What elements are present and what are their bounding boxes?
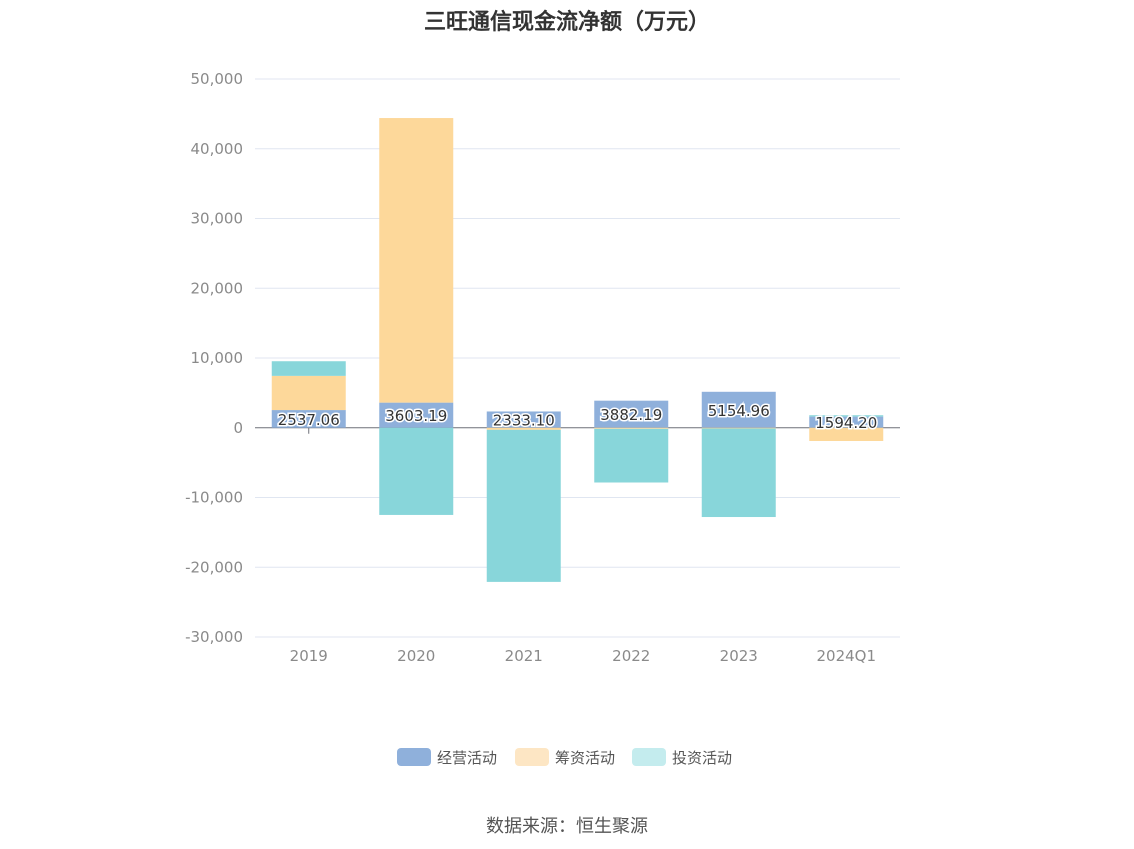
bar-1-2024Q1[interactable] [809, 427, 884, 442]
bar-2-2019[interactable] [271, 361, 346, 376]
y-axis-tick-labels: 50,000 40,000 30,000 20,000 10,000 0 -10,000 -2… [185, 70, 243, 646]
legend-swatch [397, 748, 431, 766]
bar-2-2021[interactable] [486, 429, 561, 582]
bar-2-2024Q1[interactable] [809, 415, 884, 417]
data-label: 1594.20 [815, 414, 877, 432]
bars [271, 118, 884, 582]
data-label: 3603.19 [385, 407, 447, 425]
data-label: 5154.96 [708, 402, 770, 420]
data-label: 3882.19 [600, 406, 662, 424]
x-tick-label: 2023 [720, 647, 758, 665]
legend-label: 经营活动 [437, 748, 498, 767]
y-tick-label: -20,000 [185, 558, 243, 576]
bar-1-2022[interactable] [594, 427, 669, 429]
x-tick-label: 2019 [290, 647, 328, 665]
legend-label: 投资活动 [672, 748, 733, 767]
legend-item-operating[interactable]: 经营活动 [397, 746, 497, 768]
bar-0-2019[interactable] [271, 410, 346, 428]
data-label: 2537.06 [278, 411, 340, 429]
x-tick-label: 2021 [505, 647, 543, 665]
bar-1-2020[interactable] [379, 118, 454, 403]
bar-0-2021[interactable] [486, 411, 561, 428]
y-tick-label: 0 [233, 419, 243, 437]
x-tick-label: 2020 [397, 647, 435, 665]
y-tick-label: 20,000 [191, 279, 244, 297]
x-tick-label: 2022 [612, 647, 650, 665]
y-tick-label: 50,000 [191, 70, 244, 88]
chart-title: 三旺通信现金流净额（万元） [423, 10, 710, 35]
legend-swatch [632, 748, 666, 766]
bar-1-2021[interactable] [486, 427, 561, 430]
y-tick-label: 40,000 [191, 140, 244, 158]
data-labels: 2537.06 3603.19 2333.10 3882.19 5154.96 1594.… [276, 400, 879, 433]
bar-2-2022[interactable] [594, 428, 669, 483]
bar-2-2020[interactable] [379, 427, 454, 515]
y-tick-label: 10,000 [191, 349, 244, 367]
bar-0-2024Q1[interactable] [809, 416, 884, 428]
y-tick-label: 30,000 [191, 210, 244, 228]
legend-item-investing[interactable]: 投资活动 [632, 746, 732, 768]
legend-item-financing[interactable]: 筹资活动 [515, 746, 615, 768]
grid-lines [255, 78, 900, 638]
bar-0-2023[interactable] [701, 391, 776, 428]
y-tick-label: -10,000 [185, 489, 243, 507]
chart-plot: 50,000 40,000 30,000 20,000 10,000 0 -10,000 -2… [185, 70, 900, 665]
data-label: 2333.10 [493, 412, 555, 430]
bar-1-2019[interactable] [271, 375, 346, 411]
bar-2-2023[interactable] [701, 428, 776, 518]
data-source-note: 数据来源：恒生聚源 [486, 816, 648, 837]
x-tick-label: 2024Q1 [816, 647, 876, 665]
legend-label: 筹资活动 [555, 748, 616, 767]
x-axis-tick-labels: 2019 2020 2021 2022 2023 2024Q1 [290, 427, 876, 665]
bar-1-2023[interactable] [701, 427, 776, 429]
bar-0-2020[interactable] [379, 402, 454, 428]
bar-0-2022[interactable] [594, 400, 669, 428]
legend-swatch [515, 748, 549, 766]
y-tick-label: -30,000 [185, 628, 243, 646]
